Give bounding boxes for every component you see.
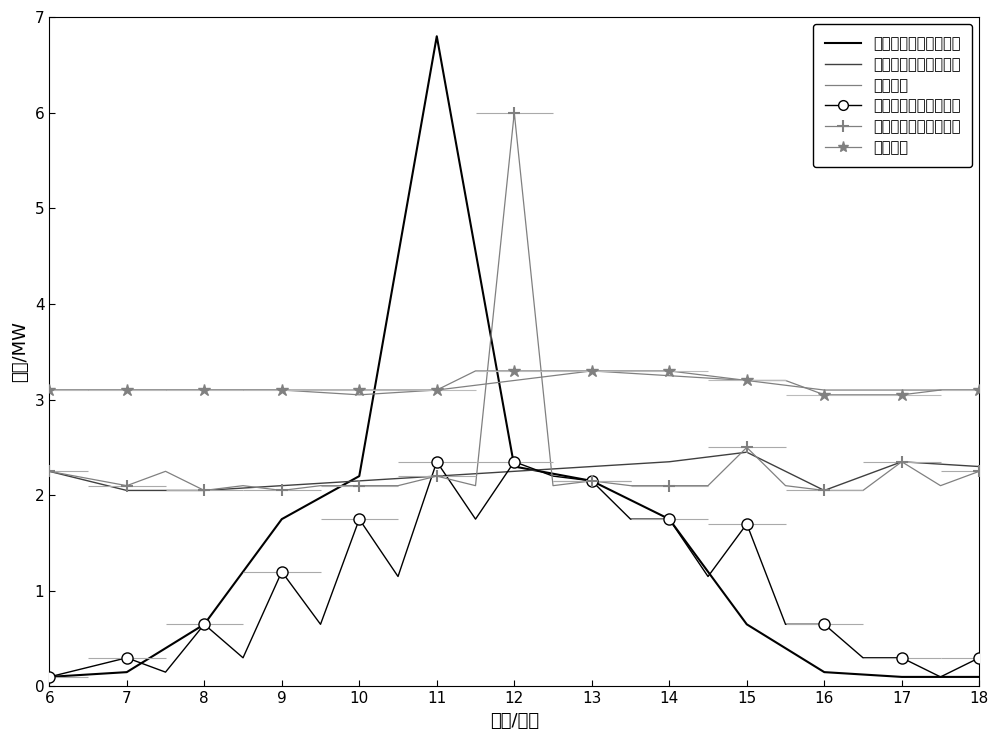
Y-axis label: 功率/MW: 功率/MW <box>11 322 29 382</box>
X-axis label: 时间/小时: 时间/小时 <box>490 712 539 730</box>
Legend: 光伏节点波动功率分布, 风电节点随机功率分布, 负荷分布, 光伏节点波动功率采样, 风电节点随机功率采样, 负荷采样: 光伏节点波动功率分布, 风电节点随机功率分布, 负荷分布, 光伏节点波动功率采样… <box>813 24 972 167</box>
